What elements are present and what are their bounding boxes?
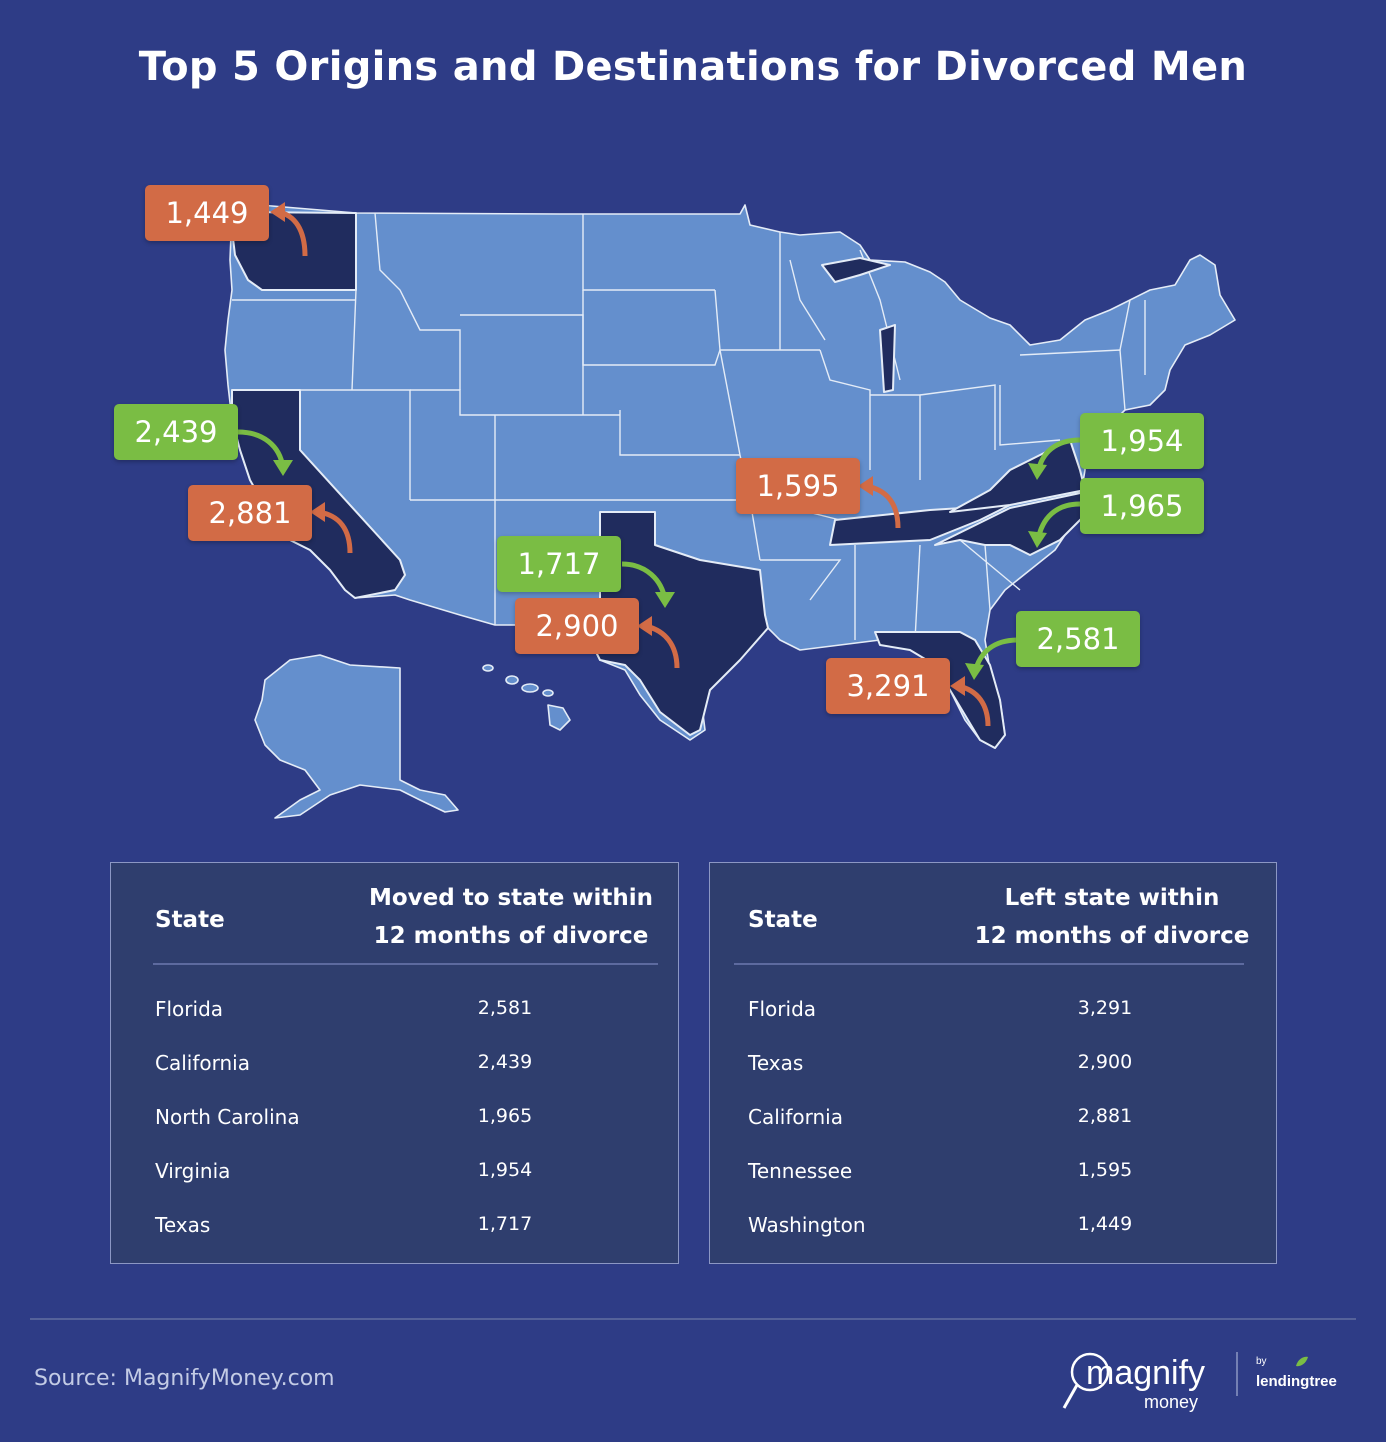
badge-florida-moved: 2,581 [1016,611,1140,667]
left-state-table: State Left state within 12 months of div… [709,862,1277,1264]
badge-california-moved: 2,439 [114,404,238,460]
table-row: Florida 3,291 [748,997,1133,1021]
badge-north-carolina-moved: 1,965 [1080,478,1204,534]
badge-texas-moved: 1,717 [497,536,621,592]
leaf-icon [1296,1356,1308,1367]
us-map [224,202,1236,819]
page-title: Top 5 Origins and Destinations for Divor… [138,44,1248,90]
arrow-heads [270,202,1047,696]
svg-text:magnify: magnify [1086,1354,1205,1392]
svg-text:lendingtree: lendingtree [1256,1373,1337,1390]
svg-text:money: money [1144,1392,1198,1412]
badge-tennessee-left: 1,595 [736,458,860,514]
magnify-money-logo: magnify money by lendingtree [1060,1340,1360,1420]
table-row: Florida 2,581 [155,997,533,1021]
table-row: Texas 2,900 [748,1051,1133,1075]
source-note: Source: MagnifyMoney.com [34,1366,335,1391]
table-row: Tennessee 1,595 [748,1159,1133,1183]
state-tennessee [829,504,1011,546]
state-hawaii [482,664,571,731]
column-header-left: Left state within 12 months of divorce [974,885,1250,949]
column-header-state: State [748,907,818,933]
state-borders [232,212,1146,641]
moved-to-state-table: State Moved to state within 12 months of… [110,862,679,1264]
column-header-state: State [155,907,225,933]
svg-text:by: by [1256,1356,1267,1367]
badge-washington-left: 1,449 [145,185,269,241]
state-florida [874,631,1006,749]
table-row: California 2,881 [748,1105,1133,1129]
lake-michigan [879,324,896,393]
header-divider [153,963,658,965]
badge-virginia-moved: 1,954 [1080,413,1204,469]
badge-florida-left: 3,291 [826,658,950,714]
lake-superior [821,257,891,283]
header-divider [734,963,1244,965]
state-california [231,389,406,599]
footer-divider [30,1318,1356,1320]
table-row: Virginia 1,954 [155,1159,533,1183]
table-row: North Carolina 1,965 [155,1105,533,1129]
badge-california-left: 2,881 [188,485,312,541]
table-row: Washington 1,449 [748,1213,1133,1237]
badge-texas-left: 2,900 [515,598,639,654]
column-header-moved: Moved to state within 12 months of divor… [368,885,654,949]
state-alaska [254,654,459,819]
table-row: California 2,439 [155,1051,533,1075]
magnifier-icon [1062,1352,1110,1409]
table-row: Texas 1,717 [155,1213,533,1237]
